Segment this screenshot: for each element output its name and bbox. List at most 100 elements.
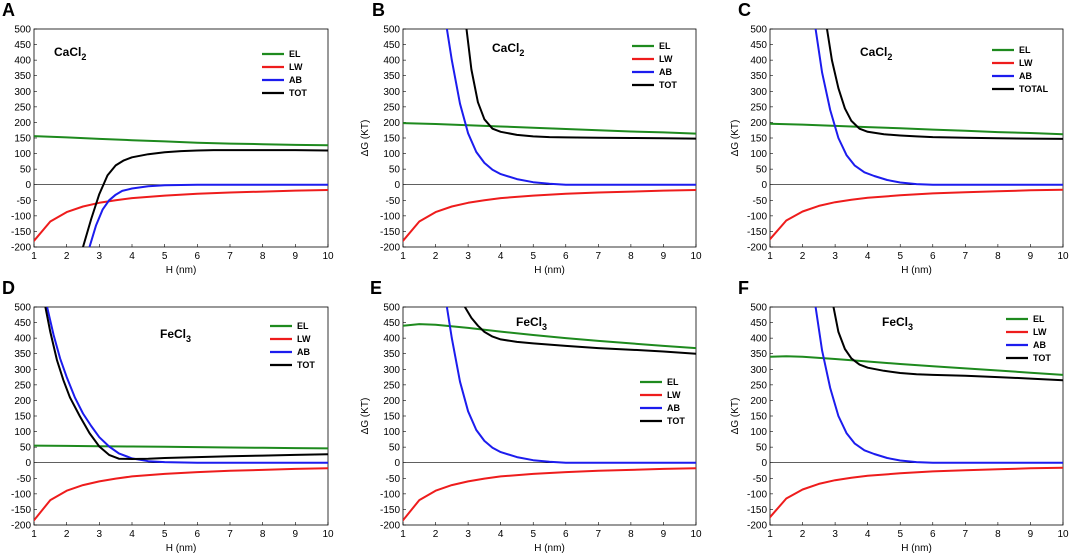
x-tick-label: 6 — [930, 251, 936, 262]
series-line-el — [770, 122, 1063, 136]
y-tick-label: 300 — [383, 365, 400, 376]
y-tick-label: 150 — [14, 412, 31, 423]
legend-label-ab: AB — [1033, 340, 1046, 350]
x-tick-label: 10 — [1057, 251, 1069, 262]
x-tick-label: 1 — [31, 529, 37, 540]
series-line-tot — [82, 149, 328, 247]
y-tick-label: 500 — [750, 303, 767, 314]
legend-label-ab: AB — [1019, 71, 1032, 81]
series-group — [770, 29, 1063, 241]
legend-label-el: EL — [667, 377, 679, 387]
y-tick-label: -200 — [11, 243, 31, 254]
y-tick-label: -100 — [11, 211, 31, 222]
y-tick-label: 100 — [14, 427, 31, 438]
x-axis-label: H (nm) — [166, 265, 197, 276]
panel-c: -200 -150 -100 -50 0 50 100 150 200 250 300 350 400 4… — [730, 0, 1069, 276]
y-tick-label: 100 — [750, 149, 767, 160]
series-line-tot — [44, 307, 328, 460]
series-line-tot — [832, 307, 1063, 382]
panel-title-subscript: 3 — [542, 322, 547, 332]
y-axis-label: ΔG (KT) — [730, 398, 741, 435]
y-tick-label: 250 — [14, 102, 31, 113]
x-tick-label: 1 — [767, 251, 773, 262]
x-axis-label: H (nm) — [901, 265, 932, 276]
legend-label-tot: TOT — [289, 88, 307, 98]
plot-frame — [402, 306, 697, 526]
panel-title-subscript: 2 — [81, 52, 86, 62]
x-tick-label: 7 — [963, 529, 969, 540]
y-tick-label: -50 — [753, 474, 768, 485]
x-tick-label: 5 — [530, 529, 536, 540]
y-tick-label: 0 — [25, 458, 31, 469]
y-tick-label: -200 — [380, 521, 400, 532]
y-tick-label: -100 — [380, 489, 400, 500]
panel-title-base: CaCl — [860, 45, 887, 59]
y-tick-label: 300 — [14, 87, 31, 98]
y-tick-label: -150 — [747, 227, 767, 238]
y-tick-label: 300 — [750, 87, 767, 98]
x-tick-label: 9 — [293, 529, 299, 540]
y-tick-label: 100 — [383, 427, 400, 438]
y-tick-label: -200 — [11, 521, 31, 532]
panel-f: -200 -150 -100 -50 0 50 100 150 200 250 300 350 400 4… — [730, 278, 1069, 554]
panel-b: -200 -150 -100 -50 0 50 100 150 200 250 300 350 400 4… — [360, 0, 702, 276]
y-tick-label: -150 — [380, 227, 400, 238]
y-tick-label: -100 — [11, 489, 31, 500]
x-tick-label: 5 — [897, 529, 903, 540]
legend-label-el: EL — [659, 41, 671, 51]
x-tick-label: 10 — [322, 529, 334, 540]
series-line-ab — [88, 183, 328, 247]
y-tick-label: -150 — [11, 505, 31, 516]
legend: EL LW AB TOT — [270, 321, 315, 370]
panel-title: FeCl3 — [516, 315, 547, 332]
x-tick-label: 9 — [661, 251, 667, 262]
panel-title-subscript: 2 — [519, 48, 524, 58]
panel-title-subscript: 2 — [887, 52, 892, 62]
series-line-ab — [814, 29, 1063, 186]
legend-label-ab: AB — [289, 75, 302, 85]
y-tick-label: -50 — [753, 196, 768, 207]
x-tick-label: 5 — [530, 251, 536, 262]
y-tick-label: 400 — [750, 334, 767, 345]
y-tick-label: 150 — [750, 412, 767, 423]
y-tick-label: 450 — [750, 40, 767, 51]
x-tick-label: 10 — [322, 251, 334, 262]
y-tick-label: 50 — [20, 443, 32, 454]
x-tick-label: 7 — [596, 251, 602, 262]
series-line-ab — [46, 307, 328, 464]
y-tick-label: 400 — [383, 56, 400, 67]
x-axis-label: H (nm) — [534, 543, 565, 554]
panel-title: CaCl2 — [54, 45, 86, 62]
y-tick-label: -100 — [747, 211, 767, 222]
panel-title: FeCl3 — [882, 315, 913, 332]
y-tick-label: 500 — [14, 303, 31, 314]
y-tick-label: 200 — [383, 118, 400, 129]
y-tick-label: 0 — [761, 458, 767, 469]
y-axis-label: ΔG (KT) — [730, 120, 741, 157]
series-group — [34, 135, 328, 247]
y-tick-label: 50 — [756, 443, 768, 454]
y-tick-label: -50 — [17, 196, 32, 207]
series-group — [34, 307, 328, 522]
y-tick-label: -150 — [747, 505, 767, 516]
panel-title-base: CaCl — [492, 41, 519, 55]
x-tick-label: 2 — [64, 251, 70, 262]
y-tick-label: 200 — [383, 396, 400, 407]
x-tick-label: 5 — [897, 251, 903, 262]
x-tick-label: 4 — [498, 251, 504, 262]
x-axis-label: H (nm) — [901, 543, 932, 554]
legend-label-tot: TOT — [1033, 353, 1051, 363]
panel-letter: C — [738, 0, 751, 20]
legend-label-tot: TOT — [667, 416, 685, 426]
panel-title-base: FeCl — [160, 327, 186, 341]
y-tick-label: -200 — [747, 521, 767, 532]
series-group — [770, 307, 1063, 519]
x-tick-label: 10 — [690, 529, 702, 540]
series-group — [403, 29, 696, 242]
legend-label-el: EL — [1019, 45, 1031, 55]
x-tick-label: 3 — [832, 251, 838, 262]
panel-title-base: CaCl — [54, 45, 81, 59]
legend-label-lw: LW — [289, 62, 303, 72]
y-tick-label: 450 — [383, 40, 400, 51]
y-tick-label: -150 — [11, 227, 31, 238]
